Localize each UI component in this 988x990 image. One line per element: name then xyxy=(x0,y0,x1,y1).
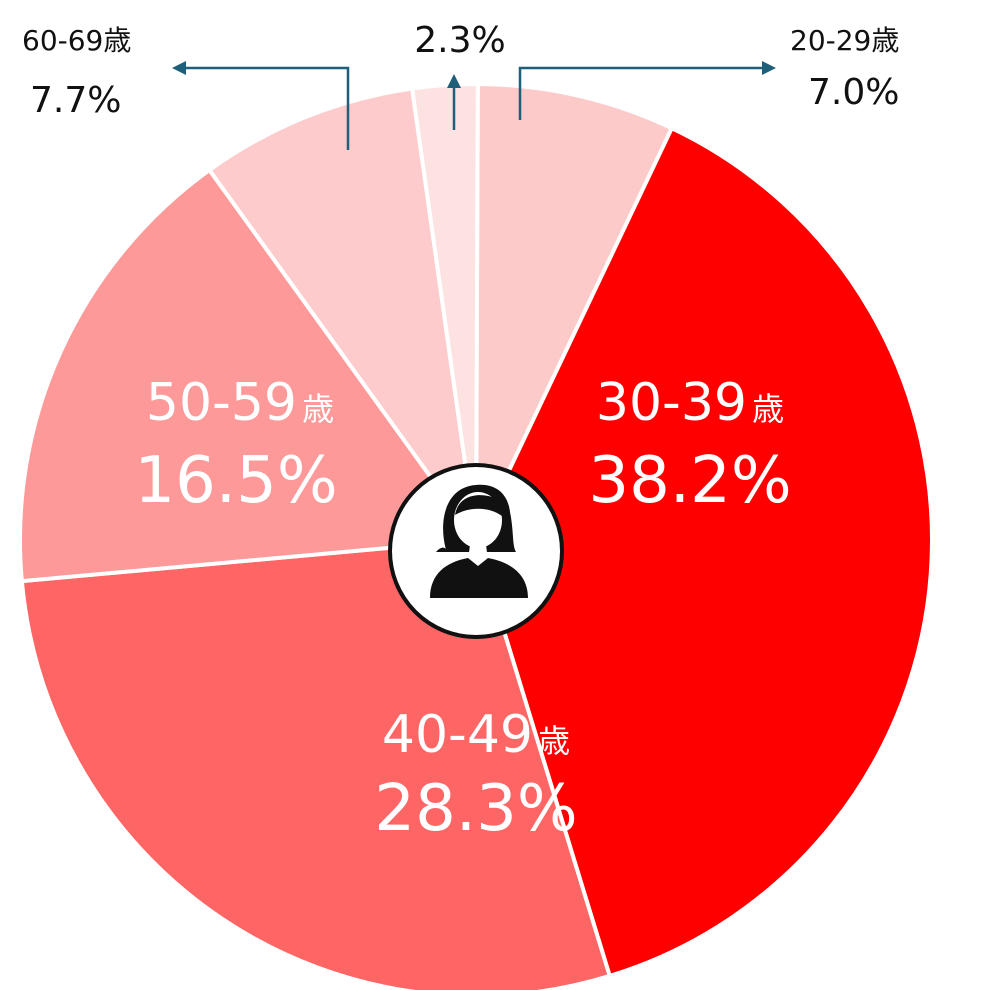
pie-slice-40-49 xyxy=(19,537,613,990)
pie-slices xyxy=(18,81,934,990)
leader-arrow-20-29 xyxy=(762,61,776,75)
pie-slice-50-59 xyxy=(18,167,480,584)
svg-text:40-49 歳: 40-49 歳 xyxy=(382,705,570,765)
slice-label-60-69: 60-69歳 xyxy=(22,24,131,57)
slice-value-30-39: 38.2% xyxy=(588,444,791,518)
slice-label-20-29: 20-29歳 xyxy=(790,24,899,57)
pie-slice-20-29 xyxy=(474,81,675,541)
slice-value-20-29: 7.0% xyxy=(808,72,899,113)
slice-value-60-69: 7.7% xyxy=(30,80,121,121)
slice-label-30-39: 30-39 xyxy=(596,373,747,433)
leader-arrow-60-69 xyxy=(172,61,186,75)
woman-avatar-icon xyxy=(430,484,528,598)
slice-label-40-49: 40-49 xyxy=(382,705,533,765)
svg-text:50-59 歳: 50-59 歳 xyxy=(146,373,334,433)
pie-slice-60-69 xyxy=(206,86,478,542)
leader-line-60-69 xyxy=(178,66,350,150)
center-avatar xyxy=(388,463,564,639)
slice-label-50-59: 50-59 xyxy=(146,373,297,433)
slice-label-30-39-unit: 歳 xyxy=(752,390,784,428)
label-50-59: 50-59 歳 16.5% xyxy=(134,373,337,518)
slice-value-40-49: 28.3% xyxy=(374,772,577,846)
label-30-39: 30-39 歳 38.2% xyxy=(588,373,791,518)
slice-value-other: 2.3% xyxy=(414,20,505,61)
pie-slice-30-39 xyxy=(473,125,934,979)
leader-lines xyxy=(172,61,776,150)
slice-label-40-49-unit: 歳 xyxy=(538,722,570,760)
leader-arrow-2-3 xyxy=(447,74,461,88)
label-40-49: 40-49 歳 28.3% xyxy=(374,705,577,846)
slice-label-50-59-unit: 歳 xyxy=(302,390,334,428)
svg-text:30-39 歳: 30-39 歳 xyxy=(596,373,784,433)
pie-slice-other xyxy=(409,82,480,541)
leader-line-20-29 xyxy=(518,66,768,120)
slice-value-50-59: 16.5% xyxy=(134,444,337,518)
